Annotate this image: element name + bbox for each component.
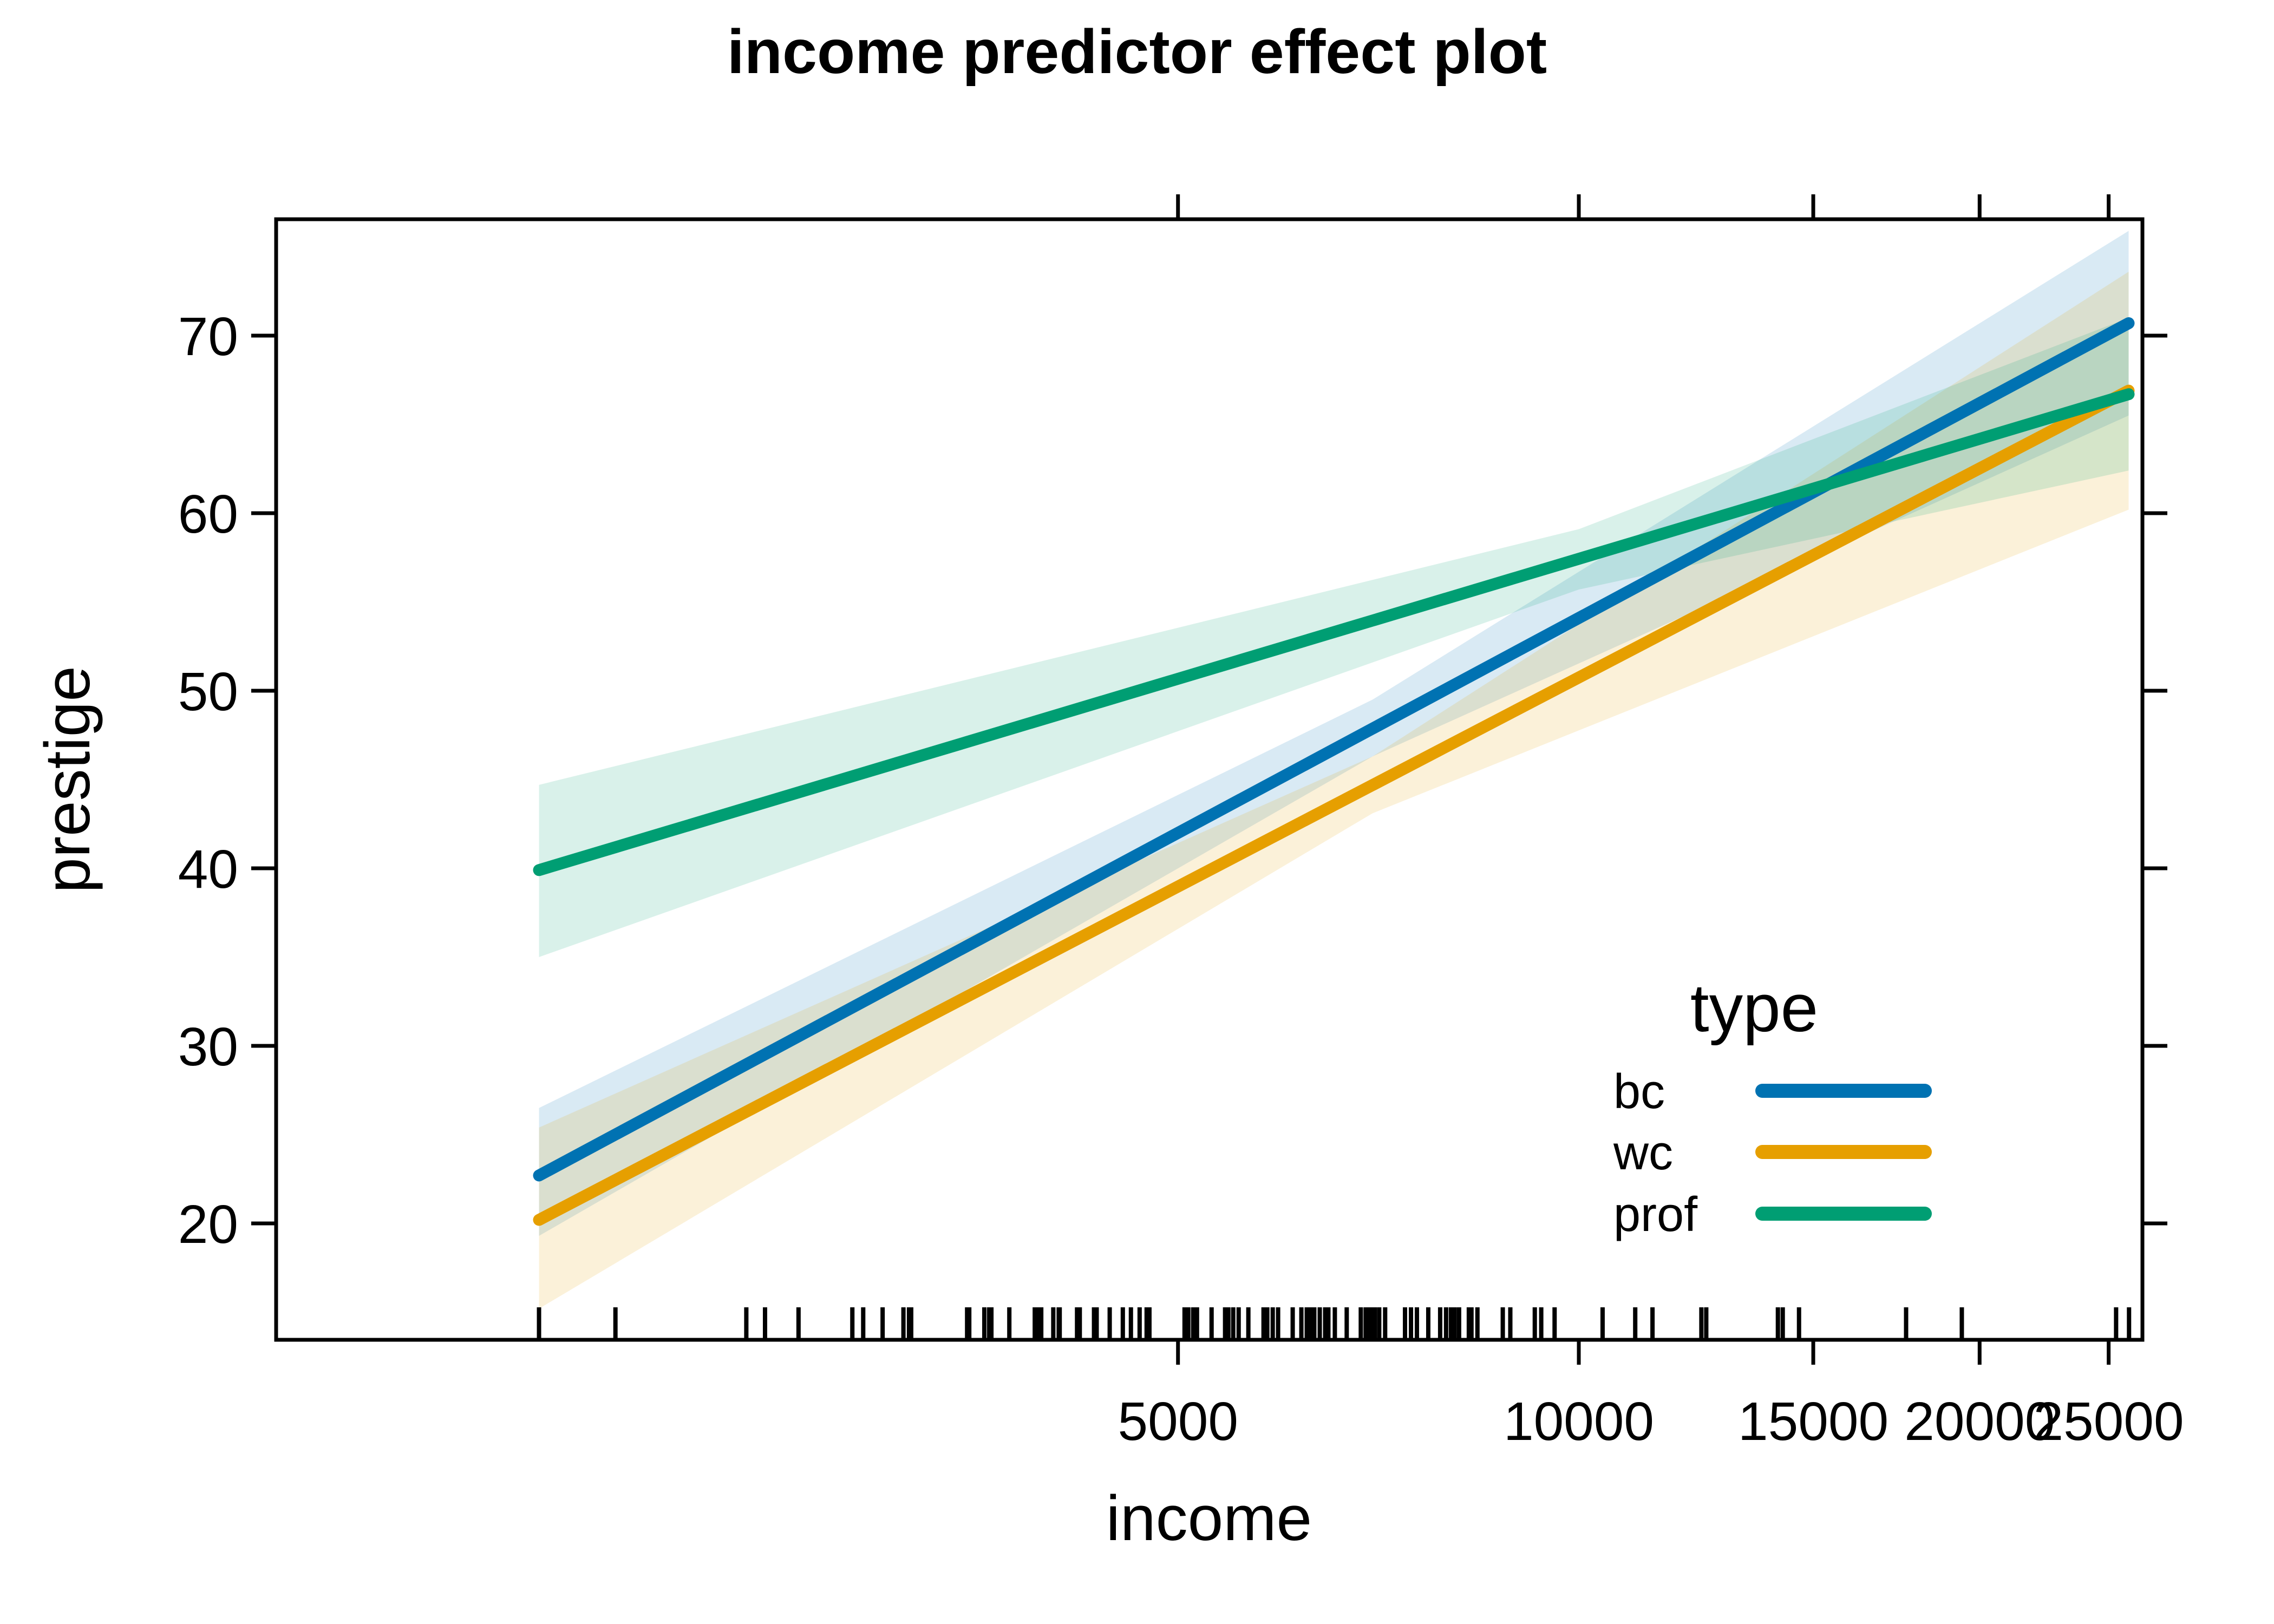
y-tick-labels: 20 30 40 50 60 70 — [178, 306, 238, 1255]
legend-label-bc: bc — [1613, 1065, 1665, 1119]
x-tick-label: 5000 — [1118, 1391, 1238, 1452]
series-line-prof — [533, 388, 2135, 876]
legend: type bc wc prof — [1613, 971, 1932, 1242]
x-tick-label: 15000 — [1738, 1391, 1889, 1452]
x-tick-label: 10000 — [1504, 1391, 1654, 1452]
chart-title: income predictor effect plot — [727, 17, 1547, 87]
x-tick-label: 25000 — [2034, 1391, 2184, 1452]
y-tick-label: 30 — [178, 1017, 238, 1077]
y-tick-label: 70 — [178, 306, 238, 367]
legend-title: type — [1690, 971, 1818, 1046]
axis-ticks — [251, 194, 2167, 1365]
legend-entries: bc wc prof — [1613, 1065, 1932, 1242]
legend-label-prof: prof — [1613, 1188, 1698, 1242]
y-tick-label: 60 — [178, 484, 238, 545]
plot-box — [274, 217, 2145, 1342]
y-axis-label: prestige — [32, 666, 103, 893]
series-line-bc — [533, 317, 2135, 1182]
income-rug — [537, 1307, 2132, 1340]
x-axis-label: income — [1106, 1483, 1312, 1554]
y-tick-label: 50 — [178, 662, 238, 722]
y-tick-label: 40 — [178, 839, 238, 900]
confidence-band-bc — [539, 231, 2129, 1236]
y-tick-label: 20 — [178, 1194, 238, 1255]
series-line-wc — [533, 384, 2135, 1226]
x-tick-label: 20000 — [1904, 1391, 2055, 1452]
legend-label-wc: wc — [1613, 1126, 1673, 1180]
fitted-lines — [533, 317, 2135, 1226]
